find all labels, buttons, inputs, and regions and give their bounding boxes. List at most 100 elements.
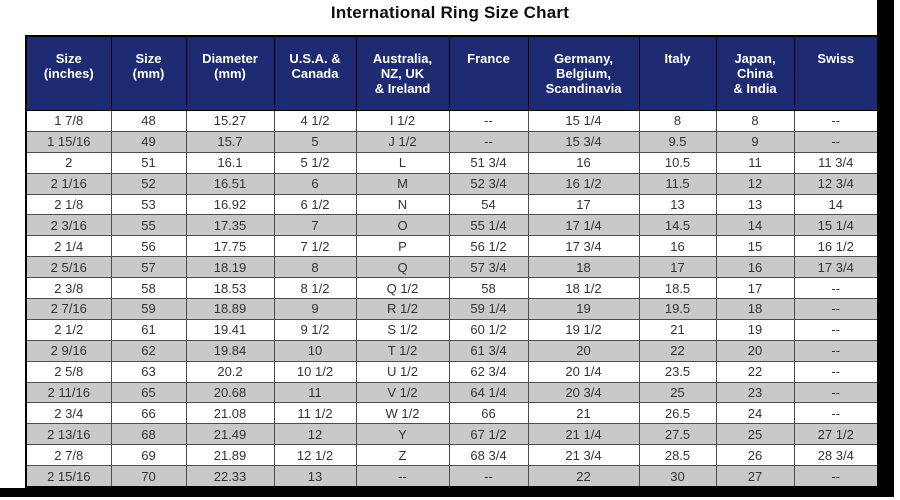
ring-size-table-container: Size (inches) Size (mm) Diameter (mm) U.S.A… bbox=[25, 35, 879, 489]
table-row: 2 1/8 53 16.92 6 1/2 N 54 17 13 13 14 bbox=[25, 193, 879, 216]
table-cell: 58 bbox=[448, 277, 529, 300]
table-cell: 9 bbox=[273, 298, 357, 320]
table-cell: 21 1/4 bbox=[527, 423, 640, 446]
table-cell: -- bbox=[448, 130, 529, 153]
table-row: 2 5/8 63 20.2 10 1/2 U 1/2 62 3/4 20 1/4 23.5 22… bbox=[25, 360, 879, 383]
table-header: Size (inches) Size (mm) Diameter (mm) U.S.A… bbox=[25, 35, 879, 111]
table-cell: 13 bbox=[273, 465, 357, 488]
table-cell: 51 3/4 bbox=[448, 151, 529, 174]
table-cell: 17 1/4 bbox=[527, 214, 640, 237]
table-cell: 17 bbox=[638, 256, 717, 279]
table-cell: 15.27 bbox=[185, 110, 275, 132]
table-cell: 14 bbox=[715, 214, 795, 237]
table-cell: 2 bbox=[25, 151, 112, 174]
table-cell: 18.19 bbox=[185, 256, 275, 279]
table-cell: 2 1/16 bbox=[25, 172, 112, 195]
column-header: Size (mm) bbox=[110, 35, 187, 111]
column-header: Japan, China & India bbox=[715, 35, 795, 111]
table-cell: 52 3/4 bbox=[448, 172, 529, 195]
table-cell: 61 3/4 bbox=[448, 339, 529, 362]
table-cell: 17.75 bbox=[185, 235, 275, 258]
table-cell: 16.51 bbox=[185, 172, 275, 195]
table-cell: -- bbox=[793, 402, 879, 425]
table-cell: 17 bbox=[715, 277, 795, 300]
table-cell: Y bbox=[355, 423, 450, 446]
table-cell: 68 bbox=[110, 423, 187, 446]
table-cell: Q 1/2 bbox=[355, 277, 450, 300]
table-cell: 11 bbox=[715, 151, 795, 174]
table-cell: 30 bbox=[638, 465, 717, 488]
table-cell: 22 bbox=[715, 360, 795, 383]
table-cell: 69 bbox=[110, 444, 187, 467]
table-cell: 8 1/2 bbox=[273, 277, 357, 300]
table-cell: 58 bbox=[110, 277, 187, 300]
table-cell: 9 1/2 bbox=[273, 318, 357, 341]
table-cell: -- bbox=[793, 298, 879, 320]
table-cell: 2 5/16 bbox=[25, 256, 112, 279]
table-row: 2 3/8 58 18.53 8 1/2 Q 1/2 58 18 1/2 18.5 17 -- bbox=[25, 277, 879, 300]
column-header: Germany, Belgium, Scandinavia bbox=[527, 35, 640, 111]
table-cell: M bbox=[355, 172, 450, 195]
table-cell: 19.84 bbox=[185, 339, 275, 362]
table-cell: 8 bbox=[638, 110, 717, 132]
table-cell: 53 bbox=[110, 193, 187, 216]
table-cell: 12 1/2 bbox=[273, 444, 357, 467]
table-cell: 62 bbox=[110, 339, 187, 362]
table-cell: 5 1/2 bbox=[273, 151, 357, 174]
table-cell: 11.5 bbox=[638, 172, 717, 195]
table-cell: -- bbox=[793, 318, 879, 341]
table-cell: 18.5 bbox=[638, 277, 717, 300]
table-cell: 12 3/4 bbox=[793, 172, 879, 195]
table-cell: 62 3/4 bbox=[448, 360, 529, 383]
column-header: Diameter (mm) bbox=[185, 35, 275, 111]
table-cell: 16 bbox=[527, 151, 640, 174]
table-cell: 26 bbox=[715, 444, 795, 467]
table-cell: 59 bbox=[110, 298, 187, 320]
table-cell: 10 bbox=[273, 339, 357, 362]
table-cell: 67 1/2 bbox=[448, 423, 529, 446]
table-cell: 56 1/2 bbox=[448, 235, 529, 258]
column-header: Australia, NZ, UK & Ireland bbox=[355, 35, 450, 111]
table-cell: 54 bbox=[448, 193, 529, 216]
table-cell: Q bbox=[355, 256, 450, 279]
table-row: 2 1/2 61 19.41 9 1/2 S 1/2 60 1/2 19 1/2 21 19 -- bbox=[25, 318, 879, 341]
table-cell: 12 bbox=[273, 423, 357, 446]
table-cell: 20 1/4 bbox=[527, 360, 640, 383]
table-cell: 2 3/4 bbox=[25, 402, 112, 425]
table-cell: R 1/2 bbox=[355, 298, 450, 320]
table-cell: 2 7/16 bbox=[25, 298, 112, 320]
table-cell: 10 1/2 bbox=[273, 360, 357, 383]
table-cell: I 1/2 bbox=[355, 110, 450, 132]
table-cell: 16 1/2 bbox=[793, 235, 879, 258]
table-cell: -- bbox=[793, 130, 879, 153]
table-cell: 57 3/4 bbox=[448, 256, 529, 279]
table-cell: -- bbox=[793, 339, 879, 362]
table-cell: 19 bbox=[527, 298, 640, 320]
table-cell: -- bbox=[793, 110, 879, 132]
column-header: Italy bbox=[638, 35, 717, 111]
table-cell: 51 bbox=[110, 151, 187, 174]
table-row: 2 7/16 59 18.89 9 R 1/2 59 1/4 19 19.5 18 -- bbox=[25, 298, 879, 320]
table-cell: 15.7 bbox=[185, 130, 275, 153]
header-row: Size (inches) Size (mm) Diameter (mm) U.S.A… bbox=[25, 35, 879, 111]
table-cell: 16.92 bbox=[185, 193, 275, 216]
table-cell: 70 bbox=[110, 465, 187, 488]
table-cell: 9.5 bbox=[638, 130, 717, 153]
table-row: 2 15/16 70 22.33 13 -- -- 22 30 27 -- bbox=[25, 465, 879, 488]
table-cell: 8 bbox=[273, 256, 357, 279]
table-cell: T 1/2 bbox=[355, 339, 450, 362]
table-cell: S 1/2 bbox=[355, 318, 450, 341]
table-cell: 5 bbox=[273, 130, 357, 153]
table-cell: 2 13/16 bbox=[25, 423, 112, 446]
table-cell: 22.33 bbox=[185, 465, 275, 488]
table-cell: 18 bbox=[715, 298, 795, 320]
table-cell: 19.41 bbox=[185, 318, 275, 341]
table-row: 1 15/16 49 15.7 5 J 1/2 -- 15 3/4 9.5 9 -- bbox=[25, 130, 879, 153]
table-cell: 2 9/16 bbox=[25, 339, 112, 362]
table-cell: 12 bbox=[715, 172, 795, 195]
table-cell: 59 1/4 bbox=[448, 298, 529, 320]
table-cell: 26.5 bbox=[638, 402, 717, 425]
column-header: France bbox=[448, 35, 529, 111]
table-cell: 18.89 bbox=[185, 298, 275, 320]
column-header: U.S.A. & Canada bbox=[273, 35, 357, 111]
